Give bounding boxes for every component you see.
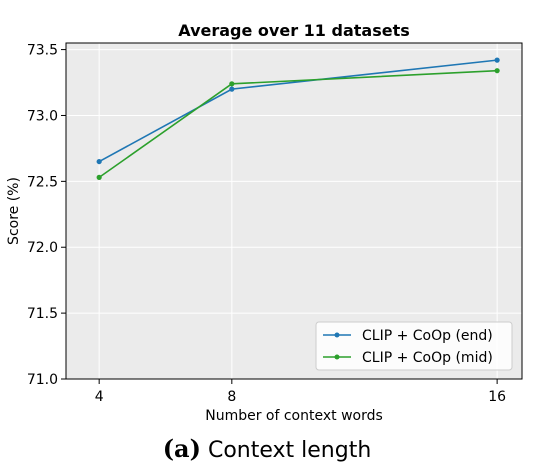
series-point-1 <box>96 174 102 180</box>
y-tick-label: 72.5 <box>27 174 58 190</box>
y-tick-label: 72.0 <box>27 240 58 256</box>
y-tick-label: 71.5 <box>27 306 58 322</box>
caption-letter: (a) <box>162 434 201 463</box>
series-layer <box>96 57 500 180</box>
legend-marker-end <box>334 332 340 338</box>
series-point-0 <box>96 158 102 165</box>
y-tick-label: 73.0 <box>27 108 58 124</box>
caption-text: Context length <box>207 438 372 463</box>
y-tick-label: 71.0 <box>27 372 58 388</box>
plot-frame <box>65 42 523 380</box>
x-tick-label: 8 <box>227 389 236 405</box>
x-tick-label: 4 <box>95 389 104 405</box>
x-axis-label: Number of context words <box>205 408 383 424</box>
legend-marker-mid <box>334 354 340 360</box>
series-point-1 <box>494 68 500 74</box>
figure-caption: (a) Context length <box>0 434 534 463</box>
series-point-0 <box>229 86 235 92</box>
legend: CLIP + CoOp (end) CLIP + CoOp (mid) <box>315 321 513 371</box>
series-point-0 <box>494 57 500 63</box>
line-chart: 71.0 71.5 72.0 72.5 73.0 73.5 4 8 16 Average ove… <box>6 21 523 424</box>
y-axis-label: Score (%) <box>6 177 22 245</box>
tick-layer: 71.0 71.5 72.0 72.5 73.0 73.5 4 8 16 <box>27 43 506 405</box>
legend-label-end: CLIP + CoOp (end) <box>362 328 493 344</box>
y-tick-label: 73.5 <box>27 43 58 59</box>
chart-title: Average over 11 datasets <box>178 21 409 40</box>
legend-box <box>315 321 513 371</box>
legend-label-mid: CLIP + CoOp (mid) <box>362 350 493 366</box>
series-point-1 <box>229 81 235 87</box>
x-tick-label: 16 <box>488 389 506 405</box>
